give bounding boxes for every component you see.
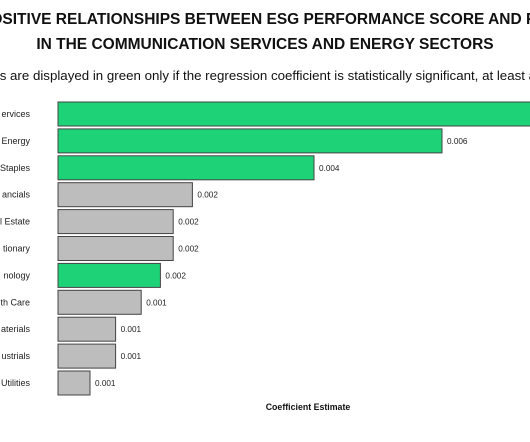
bar-2 <box>57 155 315 181</box>
bar-3 <box>57 182 193 208</box>
bar-0 <box>57 101 530 127</box>
bar-1 <box>57 128 443 154</box>
bar-8 <box>57 316 117 342</box>
category-label-1: Energy <box>1 136 30 146</box>
bar-10 <box>57 370 91 396</box>
value-label-4: 0.002 <box>178 218 199 227</box>
value-label-9: 0.001 <box>121 352 142 361</box>
value-label-1: 0.006 <box>447 137 468 146</box>
bar-4 <box>57 209 174 235</box>
chart-title-line-2: IN THE COMMUNICATION SERVICES AND ENERGY… <box>36 36 494 53</box>
category-label-7: th Care <box>0 297 30 307</box>
category-label-2: Staples <box>0 163 30 173</box>
category-label-10: Utilities <box>1 378 31 388</box>
chart-subtitle: Bars are displayed in green only if the … <box>0 68 530 83</box>
bar-9 <box>57 343 117 369</box>
category-label-5: tionary <box>3 244 31 254</box>
value-label-2: 0.004 <box>319 164 340 173</box>
category-label-4: l Estate <box>0 217 30 227</box>
category-label-9: ustrials <box>1 351 30 361</box>
value-label-3: 0.002 <box>197 191 218 200</box>
category-label-6: nology <box>3 270 30 280</box>
x-axis-title: Coefficient Estimate <box>266 402 351 412</box>
category-labels: ervices Energy Staples ancials l Estate tiona… <box>0 109 30 388</box>
bar-5 <box>57 236 174 261</box>
bar-7 <box>57 289 142 315</box>
value-label-10: 0.001 <box>95 379 116 388</box>
bars <box>57 101 530 396</box>
category-label-3: ancials <box>2 190 31 200</box>
bar-6 <box>57 262 161 288</box>
chart-title-line-1: POSITIVE RELATIONSHIPS BETWEEN ESG PERFO… <box>0 11 530 28</box>
category-label-0: ervices <box>1 109 30 119</box>
value-label-8: 0.001 <box>121 325 142 334</box>
category-label-8: aterials <box>1 324 31 334</box>
value-label-7: 0.001 <box>146 298 167 307</box>
value-label-5: 0.002 <box>178 245 199 254</box>
value-labels: 0.006 0.004 0.002 0.002 0.002 0.002 0.001 0.001… <box>95 137 468 388</box>
value-label-6: 0.002 <box>165 271 186 280</box>
